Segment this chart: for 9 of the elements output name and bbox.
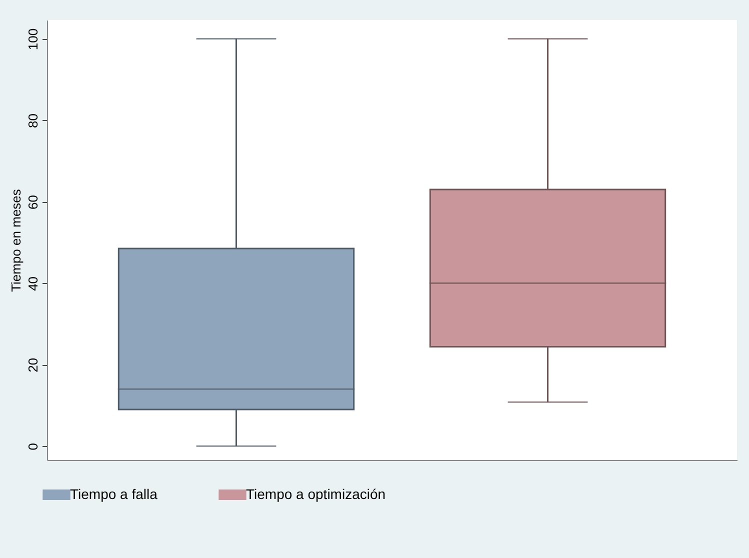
legend-label: Tiempo a falla xyxy=(70,486,158,502)
y-tick-label: 40 xyxy=(26,276,40,291)
y-tick-label: 0 xyxy=(26,443,40,450)
y-axis-title: Tiempo en meses xyxy=(8,188,24,292)
y-tick-label: 100 xyxy=(26,28,40,50)
y-tick-label: 80 xyxy=(26,113,40,128)
legend-label: Tiempo a optimización xyxy=(246,486,386,502)
y-tick-label: 60 xyxy=(26,194,40,210)
y-tick-label: 20 xyxy=(26,358,40,372)
